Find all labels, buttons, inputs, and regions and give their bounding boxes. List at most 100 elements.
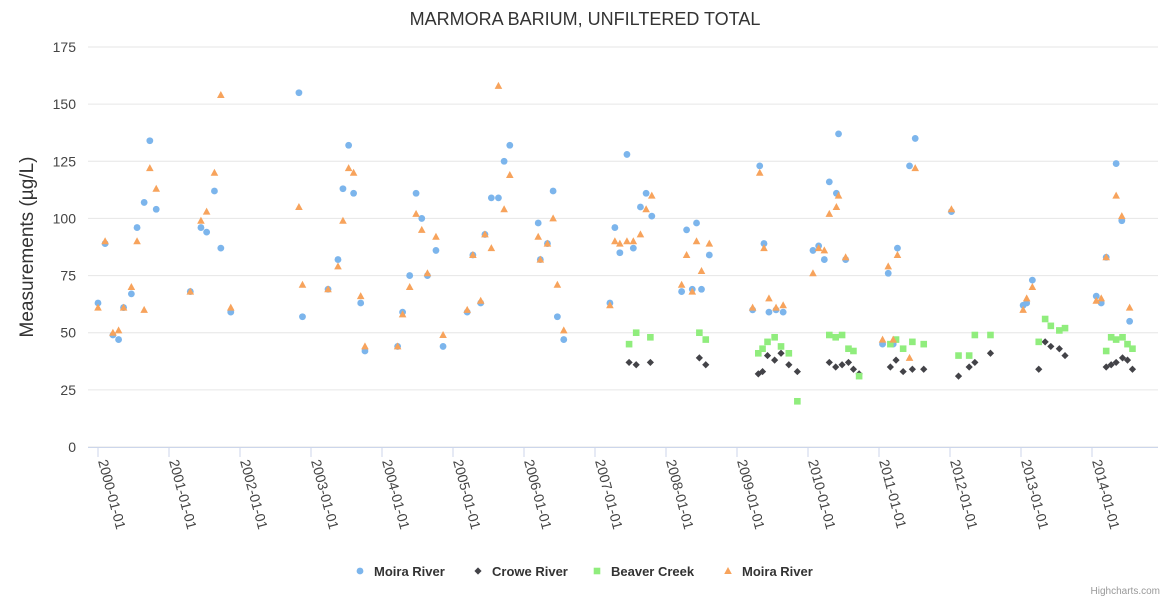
data-point <box>1041 315 1049 323</box>
series-2 <box>625 315 1136 405</box>
data-point <box>412 209 420 217</box>
data-point <box>814 244 823 252</box>
x-tick-label: 2002-01-01 <box>237 458 271 532</box>
data-point <box>412 189 420 197</box>
data-point <box>1028 276 1036 284</box>
data-point <box>476 296 485 304</box>
data-point <box>611 224 619 231</box>
legend-marker-icon <box>593 567 601 575</box>
data-point <box>884 262 893 270</box>
data-point <box>825 209 834 217</box>
data-point <box>625 340 633 348</box>
data-point <box>794 397 801 405</box>
data-point <box>765 294 773 302</box>
data-point <box>481 230 489 238</box>
data-point <box>298 280 307 288</box>
data-point <box>835 130 842 138</box>
y-tick-label: 125 <box>53 153 77 169</box>
data-point <box>494 81 503 89</box>
credits-link[interactable]: Highcharts.com <box>1091 586 1160 597</box>
data-point <box>432 232 440 240</box>
data-point <box>625 358 633 367</box>
data-point <box>119 303 128 311</box>
data-point <box>356 292 365 300</box>
data-point <box>809 269 817 277</box>
x-tick-label: 2008-01-01 <box>663 458 697 532</box>
data-point <box>469 251 477 258</box>
legend[interactable]: Moira River Crowe River Beaver Creek Moira … <box>356 564 813 579</box>
data-point <box>793 367 801 376</box>
data-point <box>698 285 705 293</box>
legend-item[interactable]: Beaver Creek <box>593 564 695 579</box>
data-point <box>844 358 853 367</box>
data-point <box>748 303 757 311</box>
data-point <box>832 203 841 210</box>
data-point <box>971 331 979 339</box>
data-point <box>908 365 916 373</box>
data-point <box>1125 303 1134 311</box>
data-point <box>114 326 123 334</box>
data-point <box>299 313 306 321</box>
data-point <box>146 137 154 145</box>
data-point <box>682 251 691 258</box>
data-point <box>350 189 357 197</box>
data-point <box>965 363 973 371</box>
legend-marker-icon <box>356 567 364 575</box>
data-point <box>771 333 778 341</box>
x-tick-label: 2013-01-01 <box>1018 458 1052 532</box>
data-point <box>779 301 787 309</box>
data-point <box>825 178 833 186</box>
x-tick-label: 2006-01-01 <box>521 458 555 532</box>
data-point <box>777 343 785 350</box>
data-point <box>909 338 916 346</box>
data-point <box>849 365 858 373</box>
legend-item[interactable]: Crowe River <box>474 564 568 579</box>
data-point <box>1092 296 1101 304</box>
data-point <box>1112 336 1120 343</box>
legend-item[interactable]: Moira River <box>724 564 813 579</box>
data-point <box>439 331 447 338</box>
data-point <box>1035 365 1043 373</box>
data-point <box>553 280 562 288</box>
data-point <box>1019 305 1027 313</box>
series-0 <box>94 89 1134 355</box>
data-point <box>202 207 211 215</box>
data-point <box>1129 345 1136 353</box>
data-point <box>987 331 994 339</box>
data-point <box>146 164 154 172</box>
data-point <box>226 303 235 311</box>
data-point <box>487 244 496 252</box>
legend-item[interactable]: Moira River <box>356 564 445 579</box>
data-point <box>1047 342 1055 351</box>
data-point <box>1047 322 1055 330</box>
data-point <box>405 283 414 290</box>
data-point <box>758 367 767 376</box>
data-point <box>892 356 900 364</box>
x-tick-label: 2000-01-01 <box>95 458 129 532</box>
data-point <box>1102 347 1110 355</box>
x-axis: 2000-01-01 2001-01-01 2002-01-01 2003-01-01… <box>88 447 1158 531</box>
legend-marker-icon <box>474 567 482 575</box>
data-point <box>765 308 773 316</box>
data-point <box>487 194 495 202</box>
data-point <box>955 352 962 359</box>
data-point <box>911 164 920 172</box>
data-point <box>203 228 211 236</box>
data-point <box>606 301 614 309</box>
data-point <box>217 91 225 98</box>
legend-label: Crowe River <box>492 564 568 579</box>
data-point <box>892 336 900 343</box>
data-point <box>841 253 850 261</box>
data-point <box>845 345 852 353</box>
data-point <box>965 352 973 359</box>
data-point <box>217 244 225 252</box>
data-point <box>893 251 902 258</box>
data-point <box>133 237 141 245</box>
x-tick-label: 2009-01-01 <box>734 458 768 532</box>
data-point <box>695 354 703 362</box>
data-point <box>889 335 897 343</box>
x-tick-label: 2005-01-01 <box>450 458 484 532</box>
data-point <box>906 162 913 170</box>
data-point <box>1061 324 1069 332</box>
